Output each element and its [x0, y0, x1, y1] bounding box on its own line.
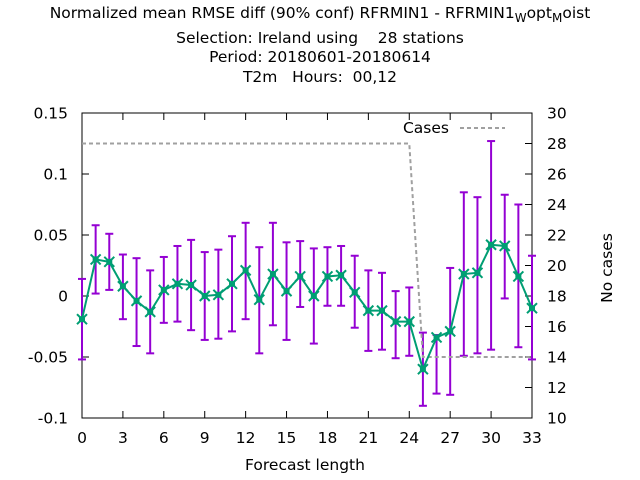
data-point-cross: [267, 268, 279, 280]
y2-tick-label: 18: [547, 288, 567, 306]
x-tick-label: 6: [159, 429, 169, 447]
data-point-cross: [430, 331, 443, 344]
x-tick-label: 9: [200, 429, 210, 447]
y-tick-label: -0.1: [38, 410, 68, 428]
x-tick-label: 24: [399, 429, 419, 447]
y-tick-label: 0: [58, 288, 68, 306]
x-tick-label: 21: [358, 429, 378, 447]
data-point-cross: [349, 286, 361, 299]
data-point-cross: [103, 256, 115, 268]
y2-tick-label: 28: [547, 135, 567, 153]
data-point-cross: [389, 315, 402, 328]
x-tick-label: 30: [481, 429, 501, 447]
y2-tick-label: 14: [547, 349, 567, 367]
data-point-cross: [117, 280, 129, 292]
x-tick-label: 12: [236, 429, 256, 447]
y-tick-label: -0.05: [28, 349, 68, 367]
data-point-cross: [171, 278, 184, 290]
data-point-cross: [280, 285, 293, 297]
data-point-cross: [458, 268, 470, 280]
y2-tick-label: 10: [547, 410, 567, 428]
data-point-cross: [444, 325, 456, 338]
data-point-cross: [512, 270, 525, 283]
y2-tick-label: 22: [547, 227, 567, 245]
data-point-cross: [199, 290, 211, 302]
x-axis-label: Forecast length: [245, 456, 365, 474]
data-point-cross: [471, 267, 484, 279]
data-point-cross: [499, 240, 511, 252]
title-line-2: Selection: Ireland using 28 stations: [176, 28, 464, 47]
y-tick-label: 0.05: [33, 227, 68, 245]
legend-label: Cases: [403, 119, 449, 137]
title-line-3: Period: 20180601-20180614: [209, 48, 431, 66]
data-point-cross: [130, 295, 143, 307]
data-point-cross: [417, 363, 429, 375]
x-tick-label: 3: [118, 429, 128, 447]
x-tick-label: 33: [522, 429, 542, 447]
x-tick-label: 15: [277, 429, 297, 447]
data-point-cross: [76, 313, 88, 325]
data-point-cross: [294, 270, 306, 283]
data-point-cross: [335, 269, 347, 281]
data-point-cross: [253, 293, 265, 306]
y2-axis-label: No cases: [598, 233, 616, 303]
data-point-cross: [308, 290, 320, 302]
y2-tick-label: 20: [547, 257, 567, 275]
series-line: [81, 243, 533, 373]
x-tick-label: 0: [77, 429, 87, 447]
title-line-4: T2m Hours: 00,12: [242, 67, 398, 86]
data-point-cross: [226, 278, 238, 290]
data-point-cross: [362, 304, 375, 317]
chart-title: Normalized mean RMSE diff (90% conf) RFR…: [0, 4, 640, 87]
data-point-cross: [376, 304, 388, 317]
data-point-cross: [144, 306, 156, 318]
data-point-cross: [158, 284, 170, 296]
title-line-1: Normalized mean RMSE diff (90% conf) RFR…: [49, 4, 591, 25]
data-point-cross: [321, 270, 334, 283]
data-point-cross: [185, 279, 197, 291]
x-tick-label: 27: [440, 429, 460, 447]
y2-tick-label: 24: [547, 196, 567, 214]
data-point-cross: [239, 264, 252, 277]
y-tick-label: 0.1: [43, 166, 68, 184]
y-tick-label: 0.15: [33, 105, 68, 123]
y2-tick-label: 30: [547, 105, 567, 123]
data-point-cross: [485, 239, 497, 251]
data-point-cross: [526, 302, 538, 314]
cases-line: [82, 142, 532, 358]
y2-tick-label: 26: [547, 166, 567, 184]
data-point-cross: [403, 315, 415, 328]
y2-tick-label: 12: [547, 379, 567, 397]
x-tick-label: 18: [318, 429, 338, 447]
data-point-cross: [89, 253, 102, 266]
data-point-cross: [212, 289, 225, 301]
y2-tick-label: 16: [547, 318, 567, 336]
